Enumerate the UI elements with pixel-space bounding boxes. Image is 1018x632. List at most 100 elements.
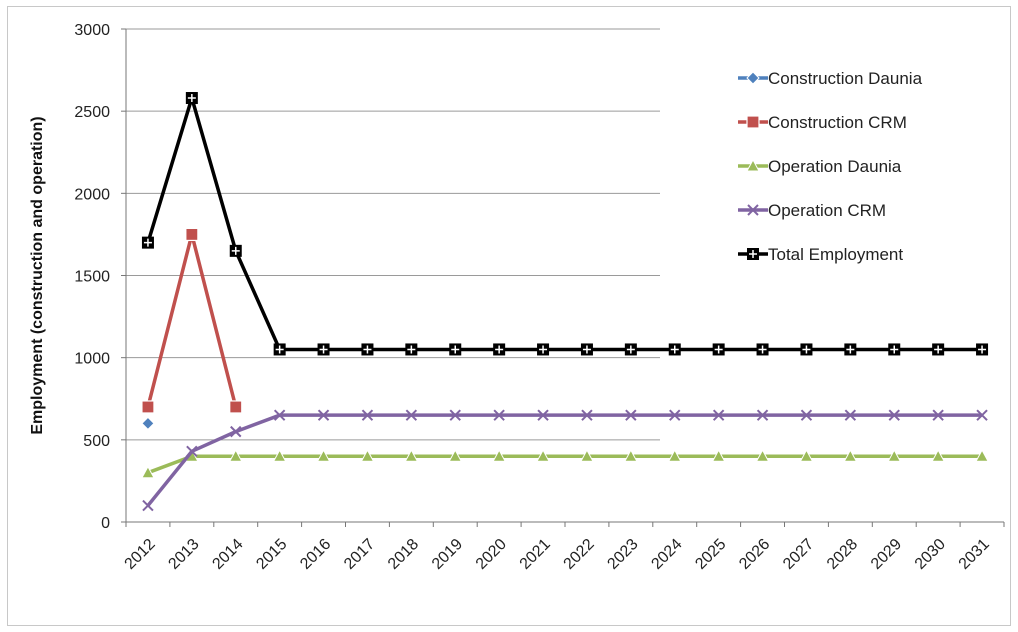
total-employment-point-cross	[451, 345, 460, 354]
y-tick-label: 1500	[74, 269, 110, 286]
total-employment-point-cross	[143, 238, 152, 247]
total-employment-point-cross	[363, 345, 372, 354]
total-employment-point-cross	[758, 345, 767, 354]
total-employment-point	[229, 244, 242, 257]
operation-crm-point	[800, 409, 813, 421]
construction-crm-line	[146, 232, 238, 408]
total-employment-point-cross	[275, 345, 284, 354]
operation-crm-point	[186, 445, 198, 458]
total-employment-point-cross	[319, 345, 328, 354]
x-tick-label: 2031	[956, 536, 993, 573]
operation-crm-point	[230, 425, 242, 438]
total-employment-point	[976, 343, 989, 356]
total-employment-point-cross	[846, 345, 855, 354]
total-employment-point-cross	[670, 345, 679, 354]
operation-crm-point	[844, 409, 857, 421]
construction-crm-point	[185, 227, 199, 242]
x-tick-label: 2019	[429, 536, 466, 573]
legend-total-employment-marker	[747, 248, 759, 260]
total-employment-point	[273, 343, 286, 356]
operation-crm-point	[537, 409, 549, 421]
operation-crm-point	[932, 409, 944, 421]
total-employment-point-cross	[407, 345, 416, 354]
x-tick-label: 2012	[122, 536, 159, 573]
operation-daunia-point	[843, 449, 858, 462]
legend-total-employment-marker-cross	[749, 250, 757, 258]
y-tick-label: 2500	[74, 104, 110, 121]
total-employment-point	[185, 92, 198, 105]
x-tick-label: 2017	[341, 536, 378, 573]
total-employment-point-cross	[978, 345, 987, 354]
legend-operation-crm-marker	[747, 204, 759, 216]
total-employment-point-cross	[582, 345, 591, 354]
operation-crm-point	[581, 409, 593, 421]
total-employment-point	[449, 343, 462, 356]
total-employment-point	[493, 343, 506, 356]
x-tick-label: 2026	[736, 536, 773, 573]
x-tick-label: 2016	[297, 536, 334, 573]
total-employment-point	[317, 343, 330, 356]
legend-operation-daunia-marker	[746, 158, 760, 172]
operation-daunia-point	[536, 449, 550, 462]
x-tick-label: 2018	[385, 536, 422, 573]
operation-crm-point	[361, 409, 374, 421]
total-employment-line	[146, 96, 983, 352]
operation-daunia-point	[799, 449, 814, 462]
operation-crm-line	[146, 413, 983, 507]
total-employment-point	[712, 343, 725, 356]
x-tick-label: 2023	[604, 536, 641, 573]
operation-daunia-point	[316, 449, 331, 462]
operation-daunia-point	[580, 449, 594, 462]
total-employment-point-cross	[539, 345, 548, 354]
operation-daunia-point	[448, 449, 463, 462]
total-employment-point	[141, 236, 154, 249]
operation-crm-point	[625, 409, 637, 421]
total-employment-point	[361, 343, 374, 356]
legend-operation-daunia-label: Operation Daunia	[768, 157, 902, 176]
x-tick-label: 2013	[165, 536, 202, 573]
total-employment-point	[800, 343, 813, 356]
operation-crm-point	[888, 409, 900, 421]
operation-daunia-point	[667, 449, 682, 462]
x-tick-label: 2015	[253, 536, 290, 573]
operation-crm-point	[273, 409, 286, 421]
operation-crm-point	[405, 409, 418, 421]
y-tick-label: 0	[101, 515, 110, 532]
operation-crm-point	[493, 409, 505, 421]
total-employment-point-cross	[934, 345, 943, 354]
total-employment-point	[932, 343, 945, 356]
operation-crm-point	[976, 409, 988, 421]
total-employment-point	[668, 343, 681, 356]
total-employment-point	[624, 343, 637, 356]
operation-daunia-point	[755, 449, 770, 462]
operation-daunia-point	[887, 449, 902, 462]
x-tick-label: 2029	[868, 536, 905, 573]
y-tick-label: 2000	[74, 186, 110, 203]
operation-crm-point	[756, 409, 769, 421]
total-employment-point	[580, 343, 593, 356]
total-employment-point-cross	[626, 345, 635, 354]
operation-crm-point	[712, 409, 725, 421]
total-employment-point	[844, 343, 857, 356]
operation-daunia-point	[141, 465, 155, 479]
chart-frame	[7, 6, 1011, 626]
x-tick-label: 2028	[824, 536, 861, 573]
operation-daunia-point	[360, 449, 375, 462]
total-employment-point-cross	[187, 94, 196, 103]
total-employment-point-cross	[890, 345, 899, 354]
operation-crm-point	[449, 409, 461, 421]
operation-daunia-point	[975, 449, 989, 462]
total-employment-point-cross	[714, 345, 723, 354]
x-tick-label: 2025	[692, 536, 729, 573]
x-tick-label: 2024	[648, 536, 685, 573]
legend-operation-crm-label: Operation CRM	[768, 201, 886, 220]
total-employment-point	[537, 343, 550, 356]
operation-crm-point	[669, 409, 681, 421]
y-tick-label: 3000	[74, 22, 110, 39]
legend-total-employment-label: Total Employment	[768, 245, 903, 264]
legend-construction-daunia-marker	[746, 71, 760, 85]
construction-crm-point	[141, 400, 155, 414]
construction-crm-point	[229, 400, 243, 414]
total-employment-point-cross	[495, 345, 504, 354]
y-tick-label: 1000	[74, 351, 110, 368]
